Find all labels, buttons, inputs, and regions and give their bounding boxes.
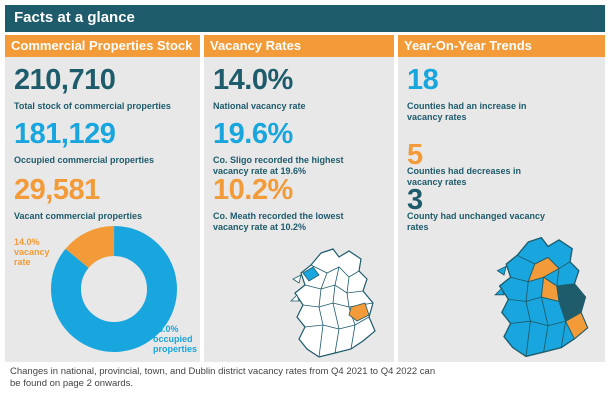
donut-occupied-pct: 86.0% (153, 324, 179, 334)
national-vacancy-value: 14.0% (213, 64, 293, 96)
ireland-trends-map (494, 236, 589, 358)
vacant-value: 29,581 (14, 174, 100, 206)
occupied-value: 181,129 (14, 118, 116, 150)
commercial-stock-heading: Commercial Properties Stock (11, 38, 193, 53)
vacant-label: Vacant commercial properties (14, 211, 143, 221)
ireland-outline-map (290, 248, 376, 358)
vacancy-rates-header: Vacancy Rates (204, 35, 394, 57)
donut-vacancy-pct: 14.0% (14, 237, 40, 247)
vacancy-rates-heading: Vacancy Rates (210, 38, 302, 53)
increase-count-label: Counties had an increase in vacancy rate… (407, 101, 527, 122)
lowest-vacancy-value: 10.2% (213, 174, 293, 206)
commercial-stock-header: Commercial Properties Stock (5, 35, 200, 57)
trends-panel: Year-On-Year Trends 18 Counties had an i… (398, 35, 605, 362)
highest-vacancy-value: 19.6% (213, 118, 293, 150)
trends-heading: Year-On-Year Trends (404, 38, 532, 53)
trends-header: Year-On-Year Trends (398, 35, 605, 57)
donut-occupied-text: occupied properties (153, 334, 198, 354)
occupied-label: Occupied commercial properties (14, 155, 155, 165)
unchanged-count-value: 3 (407, 184, 423, 216)
donut-slice-occupied (51, 226, 177, 352)
page-title: Facts at a glance (14, 9, 135, 26)
national-vacancy-label: National vacancy rate (213, 101, 306, 111)
unchanged-county-2 (556, 283, 587, 302)
increase-count-value: 18 (407, 64, 439, 96)
vacancy-donut-chart (51, 226, 177, 352)
total-stock-label: Total stock of commercial properties (14, 101, 171, 111)
meath-highlight (348, 302, 370, 322)
donut-occupied-label: 86.0% occupied properties (153, 324, 203, 354)
total-stock-value: 210,710 (14, 64, 116, 96)
unchanged-count-label: County had unchanged vacancy rates (407, 211, 546, 232)
sligo-highlight (302, 266, 320, 282)
donut-vacancy-text: vacancy rate (14, 247, 50, 267)
highest-vacancy-label: Co. Sligo recorded the highest vacancy r… (213, 155, 344, 176)
vacancy-rates-panel: Vacancy Rates 14.0% National vacancy rat… (204, 35, 394, 362)
footnote: Changes in national, provincial, town, a… (10, 366, 436, 389)
decrease-count-value: 5 (407, 139, 423, 171)
lowest-vacancy-label: Co. Meath recorded the lowest vacancy ra… (213, 211, 344, 232)
header-banner: Facts at a glance (5, 5, 605, 32)
decrease-count-label: Counties had decreases in vacancy rates (407, 166, 522, 187)
donut-vacancy-label: 14.0% vacancy rate (14, 237, 64, 267)
decrease-county-1 (527, 256, 560, 283)
commercial-stock-panel: Commercial Properties Stock 210,710 Tota… (5, 35, 200, 362)
